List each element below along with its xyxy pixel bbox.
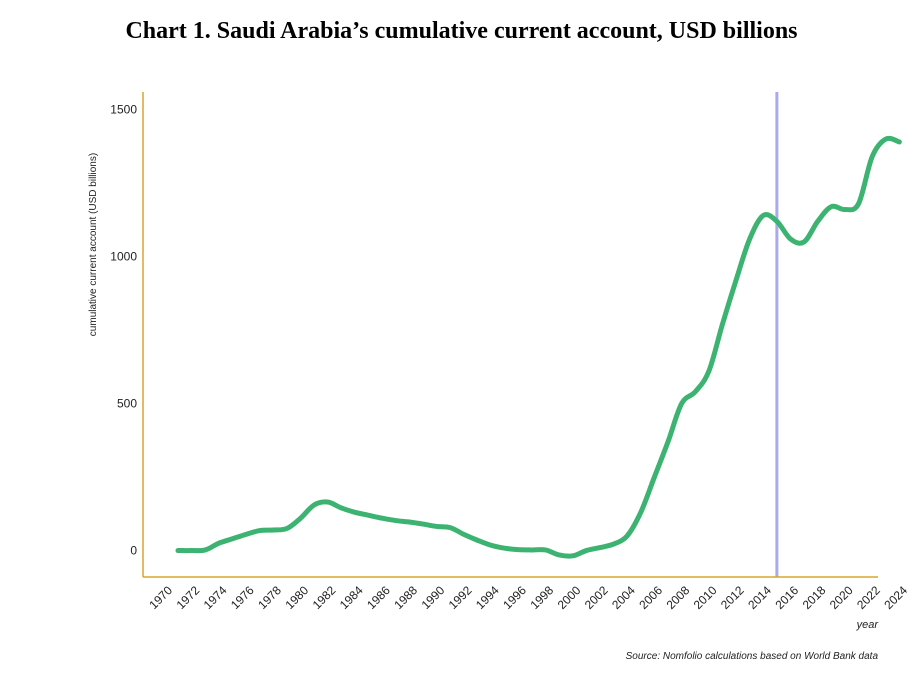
x-tick-labels: 1970197219741976197819801982198419861988…: [146, 583, 910, 612]
x-tick-label: 2012: [718, 583, 747, 612]
x-tick-label: 2004: [609, 583, 638, 612]
y-tick-label: 1500: [110, 103, 137, 117]
x-tick-label: 2022: [854, 583, 883, 612]
x-tick-label: 2010: [691, 583, 720, 612]
x-tick-label: 2016: [772, 583, 801, 612]
x-tick-label: 2002: [582, 583, 611, 612]
x-tick-label: 1982: [310, 583, 339, 612]
x-tick-label: 2020: [827, 583, 856, 612]
y-axis-label: cumulative current account (USD billions…: [88, 153, 99, 336]
x-axis-label: year: [856, 619, 880, 631]
x-tick-label: 1984: [337, 583, 366, 612]
y-tick-label: 500: [117, 397, 137, 411]
series-line: [175, 135, 902, 559]
y-tick-label: 1000: [110, 250, 137, 264]
chart-title: Chart 1. Saudi Arabia’s cumulative curre…: [125, 18, 798, 44]
x-tick-label: 1996: [500, 583, 529, 612]
y-tick-labels: 0 500 1000 1500: [110, 103, 137, 558]
x-tick-label: 1992: [446, 583, 475, 612]
x-tick-label: 2014: [745, 583, 774, 612]
source-note: Source: Nomfolio calculations based on W…: [626, 651, 879, 662]
x-tick-label: 1972: [174, 583, 203, 612]
x-tick-label: 2000: [555, 583, 584, 612]
y-tick-label: 0: [130, 544, 137, 558]
x-tick-label: 1998: [527, 583, 556, 612]
x-tick-label: 1976: [228, 583, 257, 612]
x-tick-label: 1980: [282, 583, 311, 612]
x-tick-label: 2018: [800, 583, 829, 612]
x-tick-label: 1990: [419, 583, 448, 612]
x-tick-label: 2008: [664, 583, 693, 612]
x-tick-label: 1978: [255, 583, 284, 612]
x-tick-label: 2006: [636, 583, 665, 612]
x-tick-label: 1970: [146, 583, 175, 612]
x-tick-label: 1974: [201, 583, 230, 612]
x-tick-label: 2024: [881, 583, 910, 612]
x-tick-label: 1994: [473, 583, 502, 612]
x-tick-label: 1986: [364, 583, 393, 612]
x-tick-label: 1988: [391, 583, 420, 612]
